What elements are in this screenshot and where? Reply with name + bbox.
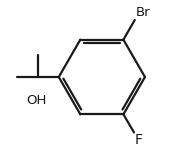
Text: F: F bbox=[135, 133, 143, 147]
Text: OH: OH bbox=[26, 94, 46, 107]
Text: Br: Br bbox=[135, 6, 150, 19]
